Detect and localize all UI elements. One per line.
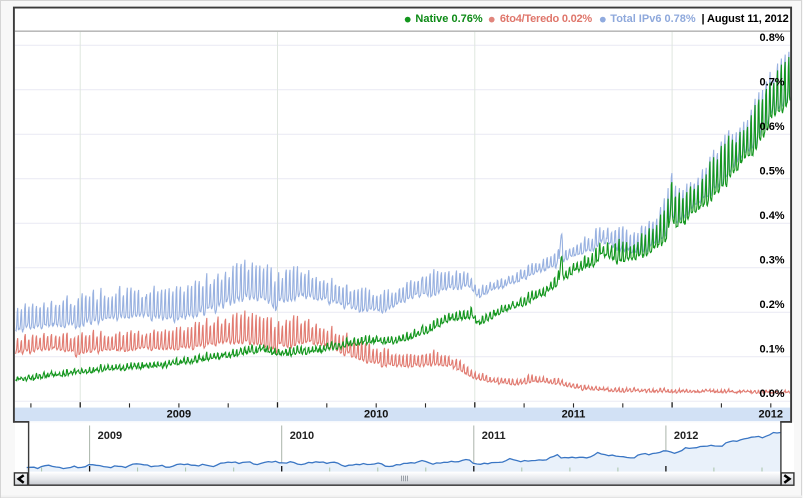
svg-text:2011: 2011 (562, 408, 586, 420)
svg-text:0.3%: 0.3% (760, 255, 785, 267)
svg-text:0.1%: 0.1% (760, 344, 785, 356)
svg-text:2011: 2011 (482, 430, 506, 442)
svg-text:0.0%: 0.0% (760, 388, 785, 400)
svg-text:0.4%: 0.4% (760, 210, 785, 222)
svg-text:0.7%: 0.7% (760, 77, 785, 89)
svg-text:6to4/Teredo 0.02%: 6to4/Teredo 0.02% (500, 13, 592, 25)
svg-text:0.8%: 0.8% (760, 32, 785, 44)
svg-text:Total IPv6 0.78%: Total IPv6 0.78% (610, 13, 696, 25)
svg-text:2009: 2009 (167, 408, 191, 420)
svg-text:0.6%: 0.6% (760, 121, 785, 133)
svg-text:0.2%: 0.2% (760, 299, 785, 311)
svg-text:2012: 2012 (674, 430, 698, 442)
svg-text:2009: 2009 (98, 430, 122, 442)
svg-text:2010: 2010 (290, 430, 314, 442)
svg-text:2010: 2010 (364, 408, 388, 420)
svg-text:0.5%: 0.5% (760, 166, 785, 178)
svg-text:| August 11, 2012: | August 11, 2012 (702, 13, 789, 25)
svg-text:Native 0.76%: Native 0.76% (415, 13, 482, 25)
svg-text:2012: 2012 (759, 408, 783, 420)
